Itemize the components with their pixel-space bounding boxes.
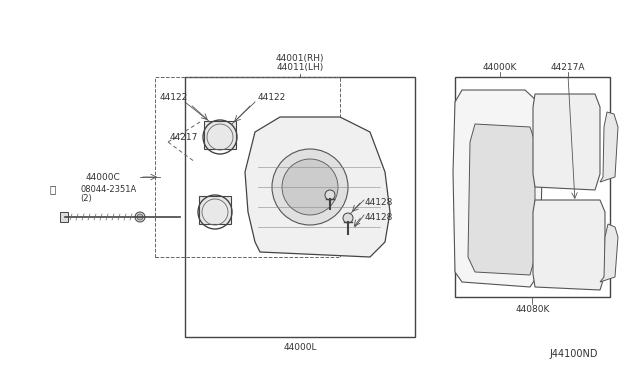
Text: J44100ND: J44100ND [550,349,598,359]
Polygon shape [533,94,600,190]
Text: (2): (2) [80,193,92,202]
Polygon shape [600,224,618,282]
Circle shape [135,212,145,222]
Circle shape [343,213,353,223]
Polygon shape [453,90,542,287]
Circle shape [137,214,143,220]
Text: 44000L: 44000L [284,343,317,352]
Polygon shape [468,124,535,275]
Polygon shape [533,200,605,290]
Polygon shape [600,112,618,182]
Text: 44128: 44128 [365,212,394,221]
Text: 44217: 44217 [170,132,198,141]
Text: 08044-2351A: 08044-2351A [80,185,136,193]
Circle shape [272,149,348,225]
Text: 44000K: 44000K [483,62,517,71]
Text: Ⓐ: Ⓐ [50,184,56,194]
Text: 44128: 44128 [365,198,394,206]
Bar [155,77,340,257]
Text: 44080K: 44080K [515,305,550,314]
Text: 44000C: 44000C [86,173,120,182]
Bar [204,121,236,149]
Text: 44122: 44122 [160,93,188,102]
Circle shape [282,159,338,215]
Circle shape [325,190,335,200]
Bar [60,212,68,222]
Bar [199,196,231,224]
Text: 44001(RH): 44001(RH) [276,54,324,63]
Bar [185,77,415,337]
Bar [455,77,610,297]
Text: 44011(LH): 44011(LH) [276,63,324,72]
Text: 44122: 44122 [258,93,286,102]
Text: 44217A: 44217A [551,62,585,71]
Polygon shape [245,117,390,257]
